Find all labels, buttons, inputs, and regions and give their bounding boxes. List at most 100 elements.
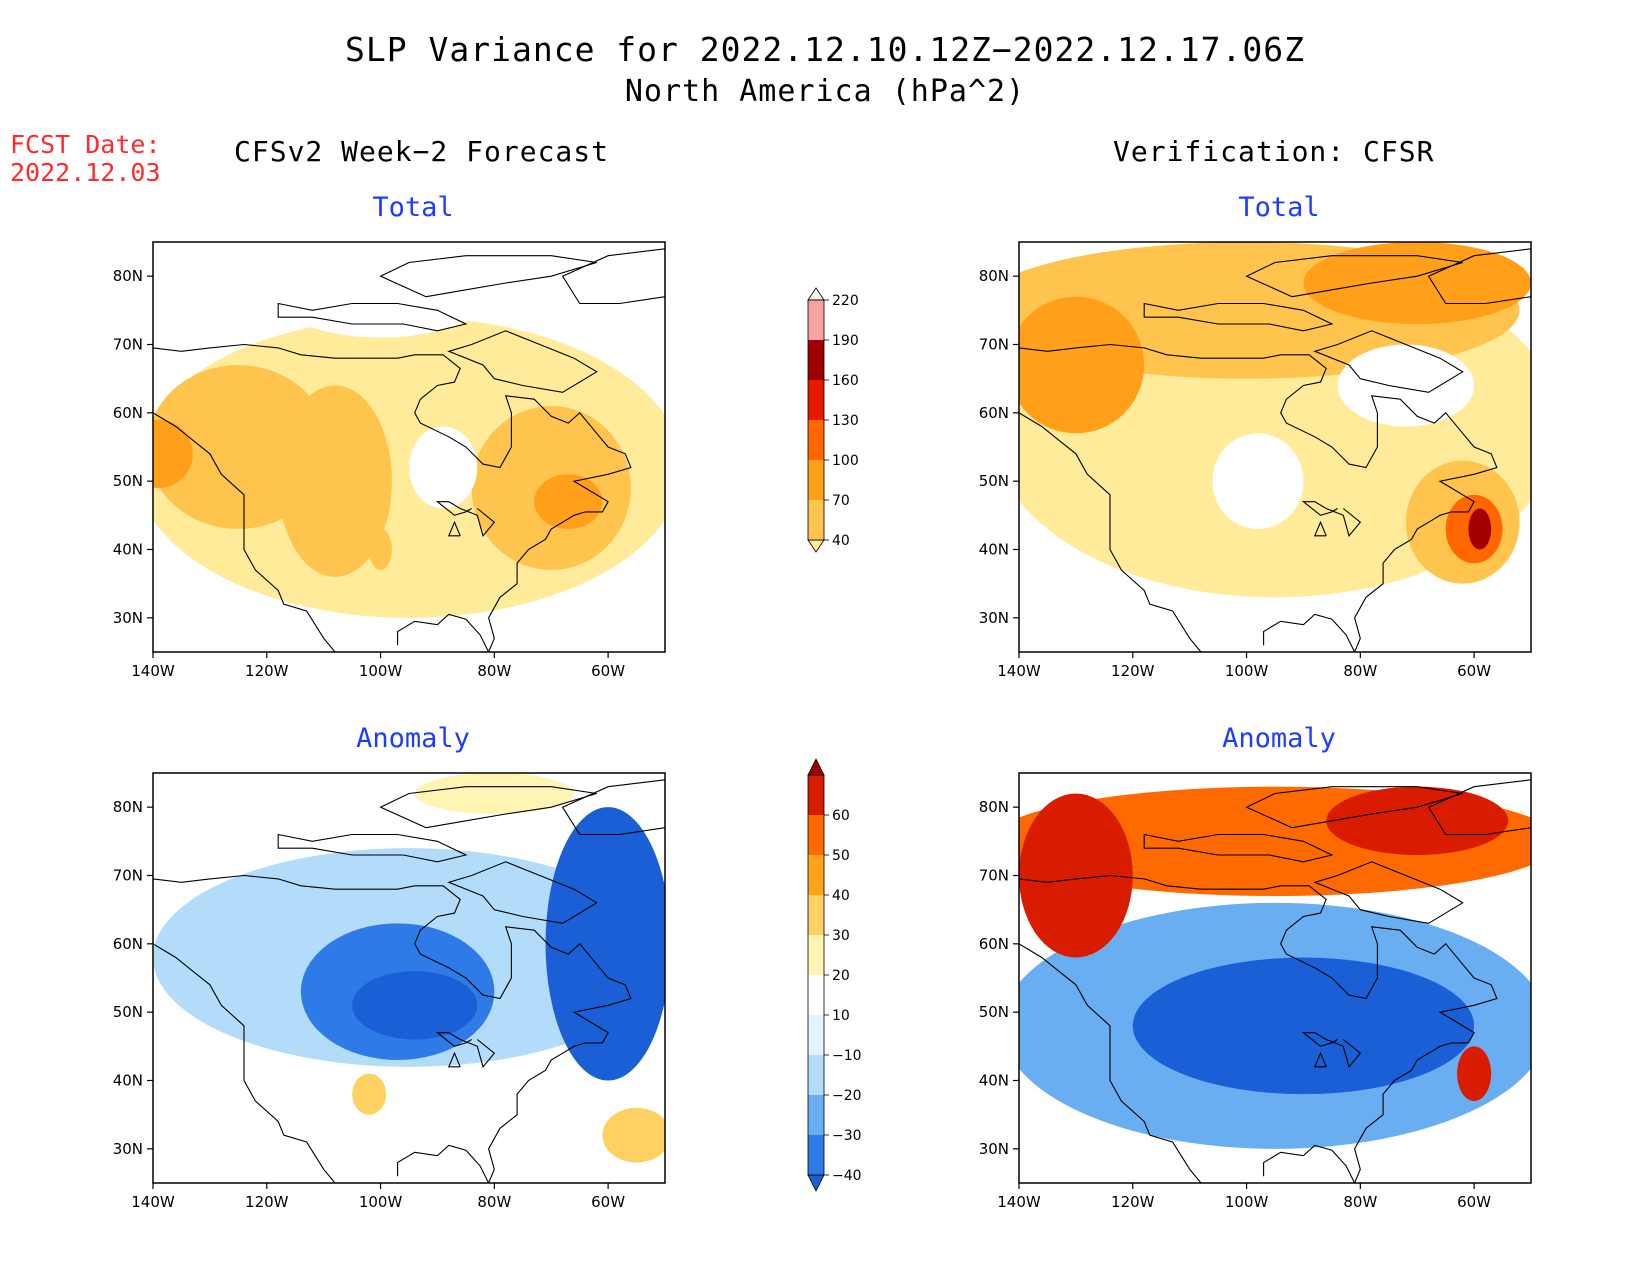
lat-tick-label: 60N: [113, 935, 143, 953]
shaded-region-3: [545, 807, 665, 1081]
coastline-5: [379, 786, 597, 829]
colorbar-swatch: [808, 1135, 824, 1175]
coastline-5: [379, 255, 597, 298]
colorbar-swatch: [808, 380, 824, 420]
colorbar-swatch: [807, 287, 825, 301]
coastline-4: [1143, 833, 1334, 863]
coastline-6: [447, 330, 598, 393]
lon-tick-label: 60W: [591, 662, 625, 680]
coastlines: [153, 248, 665, 652]
coastline-2: [435, 1032, 496, 1068]
colorbar-label: 130: [832, 413, 859, 429]
colorbar-swatch: [808, 460, 824, 500]
coastline-0: [153, 943, 336, 1183]
coastline-6: [1313, 330, 1464, 393]
coastline-1: [1019, 343, 1498, 652]
lon-tick-label: 120W: [245, 1193, 289, 1211]
map-forecast-total: 140W 120W 100W 80W 60W 80N 70N 60N 50N 40N 30N: [95, 238, 695, 702]
shaded-region-3: [1303, 242, 1531, 324]
lat-tick-label: 40N: [979, 541, 1009, 559]
colorbar-swatch: [808, 1055, 824, 1095]
map-frame: [1018, 241, 1532, 653]
coastline-7: [561, 248, 665, 305]
lon-tick-label: 100W: [1225, 662, 1269, 680]
colorbar-anomaly: −40 −30 −20 −10 10 20 30 40 50 60: [790, 755, 870, 1219]
colorbar-label: 70: [832, 493, 850, 509]
coastline-2: [435, 501, 496, 537]
map-forecast-anomaly-svg: 140W 120W 100W 80W 60W 80N 70N 60N 50N 40N 30N: [113, 772, 666, 1211]
shaded-region-5: [534, 474, 603, 529]
lon-tick-label: 140W: [131, 662, 175, 680]
map-verification-total-svg: 140W 120W 100W 80W 60W 80N 70N 60N 50N 40N 30N: [979, 241, 1532, 680]
coastlines: [1019, 248, 1531, 652]
panel-title-forecast-anomaly: Anomaly: [356, 723, 470, 754]
coastline-3: [447, 1051, 461, 1068]
lon-tick-label: 140W: [997, 1193, 1041, 1211]
coastline-6: [447, 861, 598, 924]
lat-tick-label: 30N: [979, 1140, 1009, 1158]
coastline-2: [1301, 501, 1362, 537]
shaded-region-6: [369, 529, 392, 570]
lon-tick-label: 80W: [477, 662, 511, 680]
map-forecast-total-svg: 140W 120W 100W 80W 60W 80N 70N 60N 50N 40N 30N: [113, 241, 666, 680]
shaded-region-3: [1019, 793, 1133, 958]
shaded-region-4: [414, 773, 574, 814]
map-frame: [1018, 772, 1532, 1184]
coastline-5: [1245, 786, 1463, 829]
coastline-1: [153, 343, 632, 652]
panel-title-verification-total: Total: [1238, 192, 1320, 223]
panel-title-verification-anomaly: Anomaly: [1222, 723, 1336, 754]
coastline-6: [1313, 861, 1464, 924]
lon-tick-label: 100W: [1225, 1193, 1269, 1211]
colorbar-swatch: [808, 935, 824, 975]
lat-tick-label: 60N: [113, 404, 143, 422]
coastline-1: [1019, 874, 1498, 1183]
lon-tick-label: 120W: [1111, 662, 1155, 680]
column-title-right: Verification: CFSR: [1113, 135, 1435, 168]
colorbar-swatch: [808, 815, 824, 855]
shaded-region-6: [1468, 508, 1492, 550]
shaded-region-4: [153, 419, 193, 488]
lat-tick-label: 40N: [979, 1072, 1009, 1090]
coastline-7: [1427, 248, 1531, 305]
lon-tick-label: 60W: [591, 1193, 625, 1211]
colorbar-swatch: [807, 758, 825, 776]
colorbar-label: 60: [832, 808, 850, 824]
coastlines: [1019, 779, 1531, 1183]
coastline-3: [1313, 520, 1327, 537]
colorbar-anomaly-svg: −40 −30 −20 −10 10 20 30 40 50 60: [807, 758, 862, 1192]
shaded-region-2: [278, 385, 392, 577]
lon-tick-label: 120W: [1111, 1193, 1155, 1211]
lat-tick-label: 80N: [979, 798, 1009, 816]
map-verification-anomaly-svg: 140W 120W 100W 80W 60W 80N 70N 60N 50N 40N 30N: [979, 772, 1532, 1211]
shaded-region-2: [1019, 296, 1145, 434]
coastline-2: [1301, 1032, 1362, 1068]
colorbar-swatch: [808, 975, 824, 1015]
lat-tick-label: 50N: [113, 1003, 143, 1021]
coastline-7: [1427, 779, 1531, 836]
lat-tick-label: 30N: [979, 609, 1009, 627]
coastline-7: [561, 779, 665, 836]
colorbar-label: 40: [832, 888, 850, 904]
fcst-date-value: 2022.12.03: [10, 158, 161, 187]
colorbar-label: −30: [832, 1128, 862, 1144]
shaded-region-4: [1326, 786, 1509, 855]
lon-tick-label: 80W: [477, 1193, 511, 1211]
map-frame: [152, 241, 666, 653]
fcst-date-label: FCST Date:: [10, 130, 161, 159]
lat-tick-label: 60N: [979, 935, 1009, 953]
coastline-4: [277, 833, 468, 863]
lat-tick-label: 30N: [113, 1140, 143, 1158]
shaded-region-8: [255, 242, 506, 338]
shaded-region-5: [352, 1073, 387, 1115]
lat-tick-label: 60N: [979, 404, 1009, 422]
lat-tick-label: 30N: [113, 609, 143, 627]
lon-tick-label: 140W: [131, 1193, 175, 1211]
lon-tick-label: 60W: [1457, 1193, 1491, 1211]
colorbar-label: 160: [832, 373, 859, 389]
shaded-region-7: [1212, 433, 1304, 529]
colorbar-label: 10: [832, 1008, 850, 1024]
shaded-region-6: [602, 1107, 665, 1163]
figure-title: SLP Variance for 2022.12.10.12Z−2022.12.…: [345, 30, 1305, 69]
colorbar-label: 40: [832, 533, 850, 549]
